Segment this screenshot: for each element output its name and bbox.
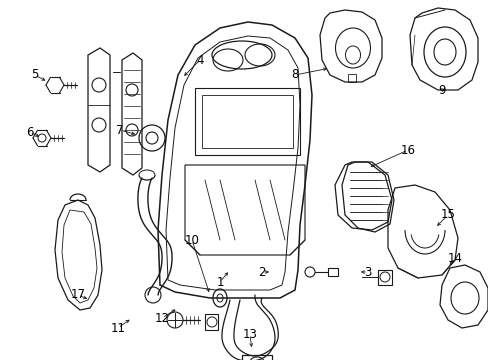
Text: 10: 10 [184, 234, 199, 247]
Text: 17: 17 [70, 288, 85, 302]
Text: 15: 15 [440, 208, 454, 221]
Text: 5: 5 [31, 68, 39, 81]
Text: 6: 6 [26, 126, 34, 139]
Text: 13: 13 [242, 328, 257, 342]
Text: 14: 14 [447, 252, 462, 265]
Text: 2: 2 [258, 266, 265, 279]
Text: 3: 3 [364, 266, 371, 279]
Text: 12: 12 [154, 311, 169, 324]
Text: 11: 11 [110, 321, 125, 334]
Text: 1: 1 [216, 275, 224, 288]
Text: 16: 16 [400, 144, 415, 157]
Text: 8: 8 [291, 68, 298, 81]
Text: 4: 4 [196, 54, 203, 67]
Text: 9: 9 [437, 84, 445, 96]
Text: 7: 7 [116, 123, 123, 136]
